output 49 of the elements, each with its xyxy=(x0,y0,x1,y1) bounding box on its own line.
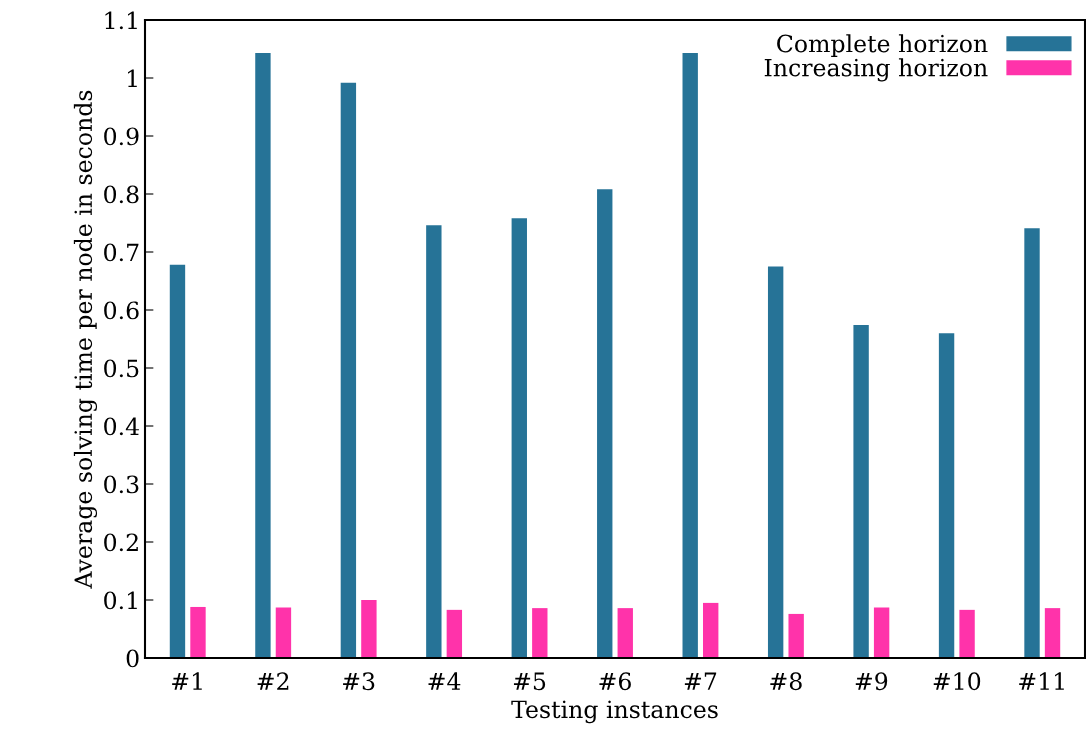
bar xyxy=(446,609,463,658)
x-tick-label: #4 xyxy=(428,672,461,690)
bar xyxy=(340,82,357,658)
x-tick-label: #8 xyxy=(770,672,802,691)
bar xyxy=(511,218,527,658)
bar xyxy=(190,606,206,658)
y-tick-label: 0.4 xyxy=(104,417,139,436)
bar xyxy=(426,225,442,658)
y-tick-label: 1 xyxy=(128,69,137,87)
y-tick-label: 1.1 xyxy=(105,11,137,30)
y-tick-label: 0.1 xyxy=(104,591,137,610)
x-tick-label: #2 xyxy=(257,672,289,690)
bar xyxy=(597,189,613,658)
bar xyxy=(532,608,548,658)
legend-label: Increasing horizon xyxy=(764,58,988,82)
x-tick-label: #7 xyxy=(684,672,717,690)
bar xyxy=(682,53,698,658)
bar xyxy=(703,602,719,658)
bar xyxy=(275,607,292,658)
x-axis-title: Testing instances xyxy=(511,700,718,724)
x-tick-label: #3 xyxy=(343,672,375,691)
y-tick-label: 0.5 xyxy=(104,359,139,378)
x-tick-label: #5 xyxy=(513,672,546,691)
legend-label: Complete horizon xyxy=(777,34,988,58)
y-tick-label: 0.8 xyxy=(104,185,139,204)
y-tick-label: 0.6 xyxy=(104,301,139,320)
bar xyxy=(959,609,975,658)
bar xyxy=(938,333,955,658)
bar xyxy=(255,53,271,658)
bar xyxy=(1024,228,1040,658)
y-tick-label: 0.9 xyxy=(104,127,139,146)
x-tick-label: #11 xyxy=(1019,672,1064,690)
y-tick-label: 0.2 xyxy=(104,533,138,552)
x-tick-label: #1 xyxy=(172,672,202,690)
x-tick-label: #6 xyxy=(599,672,631,691)
bar xyxy=(767,266,784,658)
y-tick-label: 0.7 xyxy=(104,243,139,262)
bar xyxy=(873,607,890,658)
y-tick-label: 0.3 xyxy=(104,475,139,494)
x-tick-label: #10 xyxy=(933,672,981,691)
y-axis-title: Average solving time per node in seconds xyxy=(73,90,98,589)
x-tick-label: #9 xyxy=(855,672,888,691)
bar xyxy=(788,613,804,658)
y-tick-label: 0 xyxy=(126,649,139,668)
bar xyxy=(617,608,633,658)
bar xyxy=(169,264,186,658)
bar xyxy=(853,325,869,658)
bar xyxy=(361,600,377,658)
bar xyxy=(1044,608,1061,658)
